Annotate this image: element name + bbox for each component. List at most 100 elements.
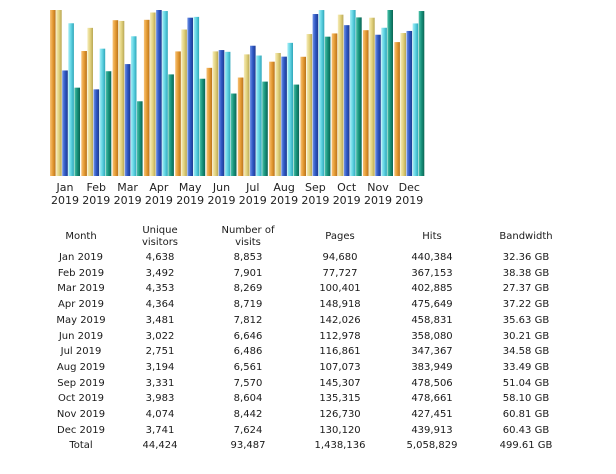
header-unique-visitors: Unique visitors bbox=[141, 225, 179, 248]
x-tick-label: Mar bbox=[117, 181, 138, 194]
bar-unique-visitors bbox=[143, 19, 150, 177]
cell-hits: 478,506 bbox=[411, 377, 453, 389]
monthly-stats-table: Month Unique visitors Number of visits Pag… bbox=[44, 224, 574, 454]
bar-pages bbox=[187, 17, 193, 177]
bar-visits bbox=[212, 51, 219, 176]
x-tick-label: 2019 bbox=[301, 194, 329, 207]
x-tick-label: 2019 bbox=[176, 194, 204, 207]
header-month: Month bbox=[65, 231, 97, 242]
cell-visits: 8,442 bbox=[233, 409, 263, 421]
bar-bandwidth bbox=[199, 78, 206, 176]
header-number-of-visits: Number of visits bbox=[221, 225, 275, 248]
cell-unique-visitors: 44,424 bbox=[142, 440, 178, 452]
bar-hits bbox=[162, 11, 168, 177]
table-row: Mar 2019 4,353 8,269 100,401 402,885 27.37 GB bbox=[44, 281, 574, 297]
cell-unique-visitors: 4,074 bbox=[145, 409, 175, 421]
x-tick-label: 2019 bbox=[270, 194, 298, 207]
cell-pages: 142,026 bbox=[319, 314, 361, 326]
cell-month: Oct 2019 bbox=[58, 393, 104, 405]
cell-hits: 439,913 bbox=[411, 424, 453, 436]
bar-bandwidth bbox=[387, 10, 393, 176]
cell-month: Apr 2019 bbox=[58, 299, 104, 311]
cell-visits: 7,901 bbox=[233, 267, 263, 279]
bar-hits bbox=[224, 51, 231, 176]
cell-month: Mar 2019 bbox=[57, 283, 105, 295]
bar-visits bbox=[243, 54, 250, 176]
cell-month: Sep 2019 bbox=[57, 377, 105, 389]
cell-hits: 458,831 bbox=[411, 314, 453, 326]
cell-visits: 8,853 bbox=[233, 252, 263, 263]
cell-bandwidth: 51.04 GB bbox=[502, 377, 550, 389]
x-tick-label: Sep bbox=[305, 181, 326, 194]
cell-visits: 8,269 bbox=[233, 283, 263, 295]
cell-visits: 7,812 bbox=[233, 314, 263, 326]
bar-unique-visitors bbox=[237, 77, 244, 176]
bar-visits bbox=[87, 27, 93, 176]
table-row: Apr 2019 4,364 8,719 148,918 475,649 37.22 GB bbox=[44, 297, 574, 313]
x-tick-label: Aug bbox=[273, 181, 294, 194]
cell-unique-visitors: 3,481 bbox=[145, 314, 175, 326]
cell-bandwidth: 60.43 GB bbox=[502, 424, 550, 436]
cell-pages: 126,730 bbox=[319, 409, 361, 421]
cell-bandwidth: 27.37 GB bbox=[502, 283, 550, 295]
cell-visits: 8,604 bbox=[233, 393, 263, 405]
cell-bandwidth: 30.21 GB bbox=[502, 330, 550, 342]
cell-month: Feb 2019 bbox=[57, 267, 105, 279]
cell-bandwidth: 32.36 GB bbox=[502, 252, 550, 263]
cell-month: May 2019 bbox=[56, 314, 106, 326]
bar-visits bbox=[306, 34, 313, 177]
table-row: Jul 2019 2,751 6,486 116,861 347,367 34.58 GB bbox=[44, 344, 574, 360]
x-tick-label: 2019 bbox=[395, 194, 423, 207]
cell-unique-visitors: 4,353 bbox=[145, 283, 175, 295]
cell-hits: 347,367 bbox=[411, 346, 453, 358]
bar-bandwidth bbox=[137, 101, 143, 176]
table-row: Jan 2019 4,638 8,853 94,680 440,384 32.36 GB bbox=[44, 250, 574, 266]
bar-pages bbox=[124, 64, 131, 176]
cell-visits: 6,486 bbox=[233, 346, 263, 358]
bar-unique-visitors bbox=[269, 61, 275, 176]
monthly-history-chart: Jan2019Feb2019Mar2019Apr2019May2019Jun20… bbox=[50, 10, 425, 207]
cell-unique-visitors: 3,741 bbox=[145, 424, 175, 436]
cell-visits: 93,487 bbox=[230, 440, 266, 452]
x-tick-label: Jan bbox=[56, 181, 74, 194]
cell-bandwidth: 34.58 GB bbox=[502, 346, 550, 358]
cell-month: Jul 2019 bbox=[60, 346, 102, 358]
bar-hits bbox=[318, 10, 325, 176]
cell-bandwidth: 499.61 GB bbox=[499, 440, 553, 452]
table-row: Aug 2019 3,194 6,561 107,073 383,949 33.49 GB bbox=[44, 360, 574, 376]
bar-hits bbox=[193, 16, 200, 176]
bar-visits bbox=[400, 33, 406, 176]
cell-hits: 358,080 bbox=[411, 330, 453, 342]
bar-pages bbox=[62, 70, 68, 176]
x-tick-label: 2019 bbox=[114, 194, 142, 207]
table-row: Sep 2019 3,331 7,570 145,307 478,506 51.04 GB bbox=[44, 376, 574, 392]
cell-hits: 402,885 bbox=[411, 283, 453, 295]
cell-hits: 5,058,829 bbox=[406, 440, 458, 452]
bar-visits bbox=[337, 14, 344, 177]
cell-month: Total bbox=[69, 440, 93, 452]
bar-visits bbox=[150, 12, 156, 177]
table-header-row: Month Unique visitors Number of visits Pag… bbox=[44, 224, 574, 250]
bar-unique-visitors bbox=[363, 30, 369, 176]
bar-visits bbox=[181, 29, 187, 176]
header-pages: Pages bbox=[325, 231, 355, 242]
cell-pages: 135,315 bbox=[319, 393, 361, 405]
x-tick-label: 2019 bbox=[208, 194, 236, 207]
chart-x-axis: Jan2019Feb2019Mar2019Apr2019May2019Jun20… bbox=[51, 181, 423, 207]
bar-unique-visitors bbox=[175, 51, 181, 176]
bar-bandwidth bbox=[168, 74, 174, 176]
x-tick-label: Jun bbox=[212, 181, 230, 194]
x-tick-label: Jul bbox=[245, 181, 259, 194]
x-tick-label: Oct bbox=[337, 181, 357, 194]
cell-hits: 383,949 bbox=[411, 361, 453, 373]
cell-pages: 130,120 bbox=[319, 424, 361, 436]
bar-visits bbox=[118, 20, 125, 177]
cell-pages: 112,978 bbox=[319, 330, 361, 342]
header-bandwidth: Bandwidth bbox=[499, 231, 553, 242]
cell-unique-visitors: 4,638 bbox=[145, 252, 175, 263]
chart-bars bbox=[50, 10, 425, 177]
bar-unique-visitors bbox=[50, 10, 56, 176]
bar-pages bbox=[250, 45, 256, 177]
cell-hits: 478,661 bbox=[411, 393, 453, 405]
bar-pages bbox=[218, 50, 225, 177]
